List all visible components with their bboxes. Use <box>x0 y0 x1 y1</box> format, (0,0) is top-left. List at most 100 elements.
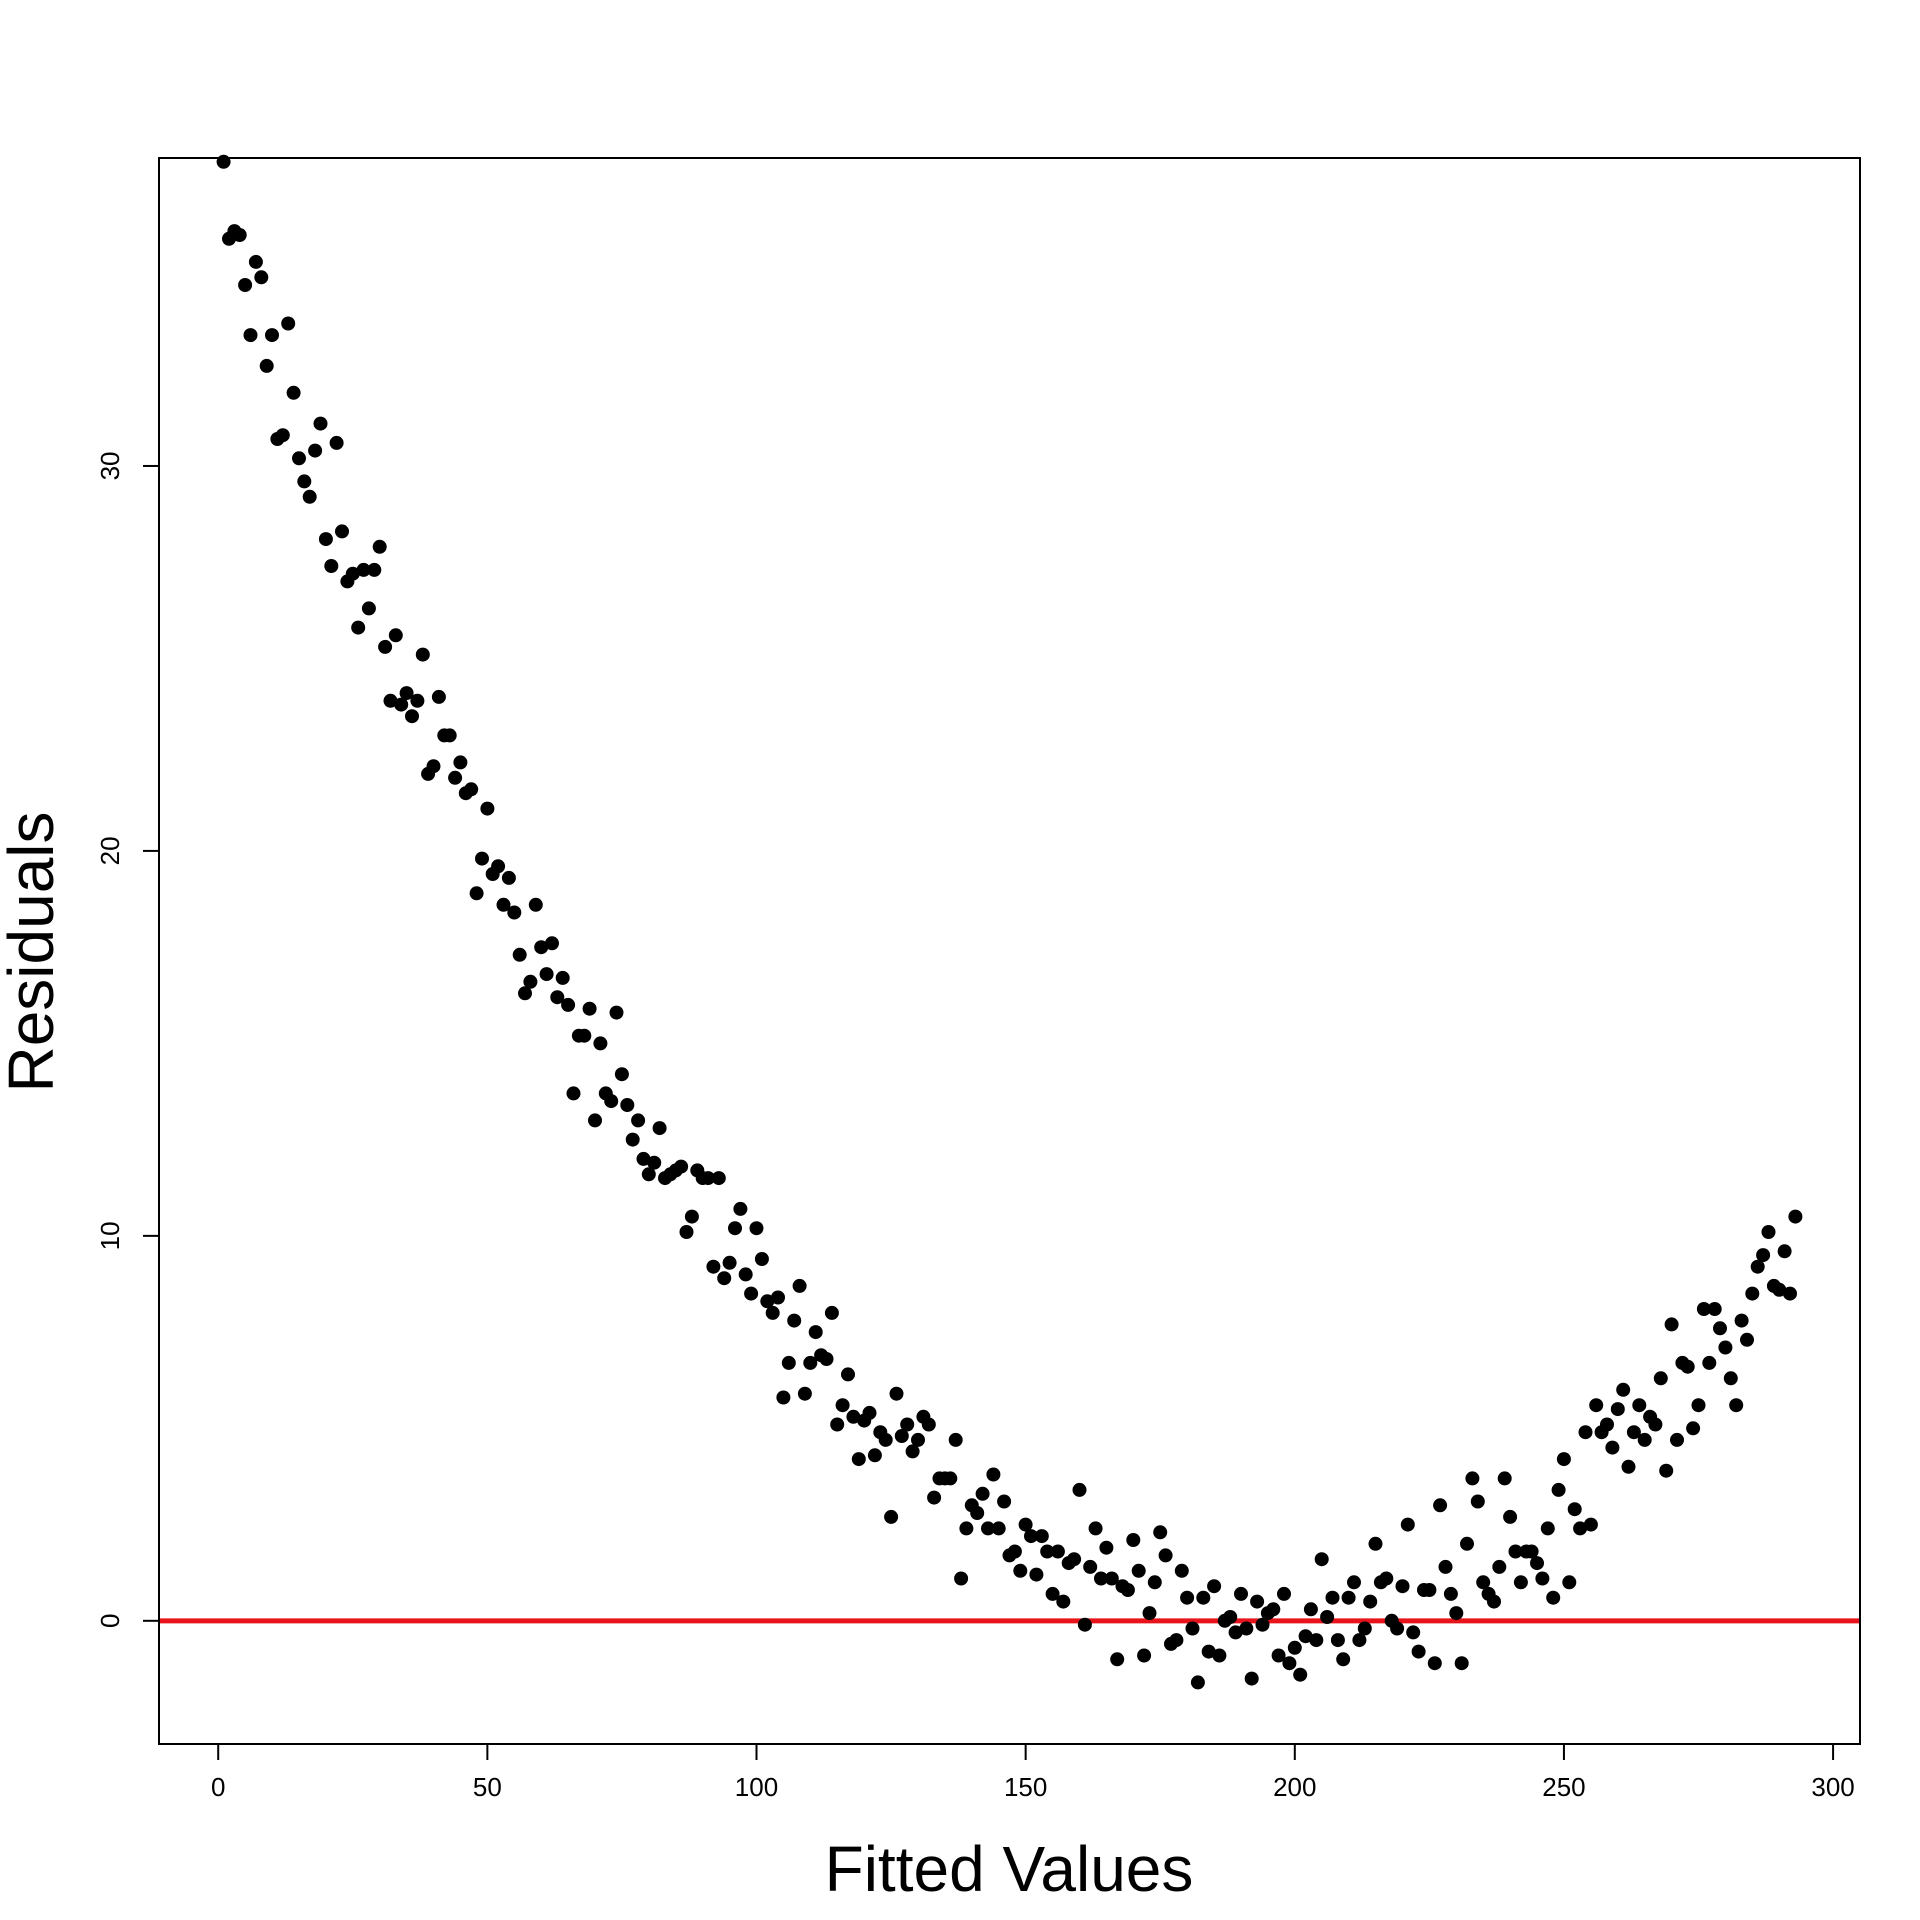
data-point <box>1470 1494 1485 1509</box>
data-point <box>1341 1590 1356 1605</box>
data-point <box>1632 1398 1647 1413</box>
data-point <box>1320 1610 1335 1624</box>
data-point <box>254 270 269 285</box>
x-tick-label: 0 <box>211 1772 225 1802</box>
data-point <box>1503 1509 1518 1524</box>
data-point <box>1287 1640 1302 1655</box>
data-point <box>308 443 323 458</box>
data-point <box>1605 1440 1620 1455</box>
data-point <box>232 228 247 242</box>
data-point <box>1621 1459 1636 1474</box>
data-point <box>345 566 360 581</box>
data-point <box>1400 1517 1415 1532</box>
data-point <box>894 1429 909 1443</box>
data-point <box>604 1094 619 1109</box>
data-point <box>1034 1529 1049 1544</box>
data-point <box>1454 1656 1469 1671</box>
data-point <box>297 474 312 489</box>
data-point <box>1723 1371 1738 1386</box>
data-point <box>991 1521 1006 1536</box>
data-point <box>744 1286 759 1301</box>
data-point <box>1395 1579 1410 1594</box>
data-point <box>970 1506 985 1520</box>
data-point <box>1234 1586 1248 1601</box>
data-point <box>1228 1625 1243 1640</box>
y-tick-label: 20 <box>95 836 125 865</box>
data-point <box>1691 1398 1706 1413</box>
data-point <box>943 1471 958 1486</box>
data-point <box>787 1313 802 1328</box>
data-point <box>684 1209 699 1224</box>
data-point <box>921 1417 936 1432</box>
data-point <box>561 997 576 1012</box>
data-point <box>469 886 484 901</box>
data-point <box>1406 1625 1421 1640</box>
data-point <box>625 1132 640 1147</box>
data-point <box>1174 1563 1189 1578</box>
data-points-layer <box>216 154 1803 1690</box>
data-point <box>1460 1536 1474 1551</box>
data-point <box>835 1398 850 1413</box>
data-point <box>1670 1432 1684 1447</box>
y-axis: 0 10 20 30 <box>95 452 160 1628</box>
data-point <box>808 1325 823 1340</box>
data-point <box>593 1036 608 1051</box>
data-point <box>830 1417 845 1432</box>
data-point <box>1336 1652 1351 1667</box>
data-point <box>1702 1355 1717 1370</box>
data-point <box>318 532 333 547</box>
data-point <box>523 974 538 989</box>
data-point <box>1314 1552 1329 1567</box>
data-point <box>889 1386 904 1401</box>
data-point <box>631 1113 646 1128</box>
data-point <box>1734 1313 1749 1328</box>
data-point <box>1239 1621 1254 1636</box>
data-point <box>948 1432 963 1447</box>
data-point <box>1099 1540 1114 1555</box>
data-point <box>1303 1602 1318 1617</box>
data-point <box>281 316 296 331</box>
data-point <box>1363 1594 1378 1609</box>
data-point <box>1583 1517 1598 1532</box>
data-point <box>765 1305 780 1320</box>
data-point <box>1546 1590 1561 1605</box>
data-point <box>878 1432 893 1447</box>
data-point <box>475 851 489 866</box>
data-point <box>1045 1586 1060 1601</box>
data-point <box>292 451 306 466</box>
data-point <box>1153 1525 1168 1540</box>
data-point <box>1600 1417 1614 1432</box>
data-point <box>566 1086 581 1101</box>
data-point <box>1637 1432 1652 1447</box>
data-point <box>1567 1502 1582 1517</box>
data-point <box>1352 1633 1367 1648</box>
data-point <box>722 1255 737 1270</box>
data-point <box>614 1067 629 1082</box>
data-point <box>501 870 516 885</box>
data-point <box>405 709 419 724</box>
data-point <box>1718 1340 1733 1355</box>
data-point <box>1788 1209 1803 1224</box>
data-point <box>1142 1606 1157 1621</box>
data-point <box>1077 1617 1092 1632</box>
x-tick-label: 200 <box>1273 1772 1316 1802</box>
data-point <box>1368 1536 1383 1551</box>
data-point <box>867 1448 882 1463</box>
data-point <box>1201 1644 1216 1659</box>
data-point <box>453 755 468 770</box>
data-point <box>647 1155 662 1170</box>
data-point <box>1573 1521 1588 1536</box>
data-point <box>609 1005 624 1020</box>
data-point <box>1212 1648 1227 1663</box>
data-point <box>248 254 263 269</box>
data-point <box>286 385 301 400</box>
data-point <box>749 1221 764 1236</box>
x-tick-label: 100 <box>735 1772 778 1802</box>
data-point <box>539 967 554 982</box>
data-point <box>275 428 290 443</box>
data-point <box>442 728 457 743</box>
data-point <box>959 1521 974 1536</box>
data-point <box>394 697 409 712</box>
